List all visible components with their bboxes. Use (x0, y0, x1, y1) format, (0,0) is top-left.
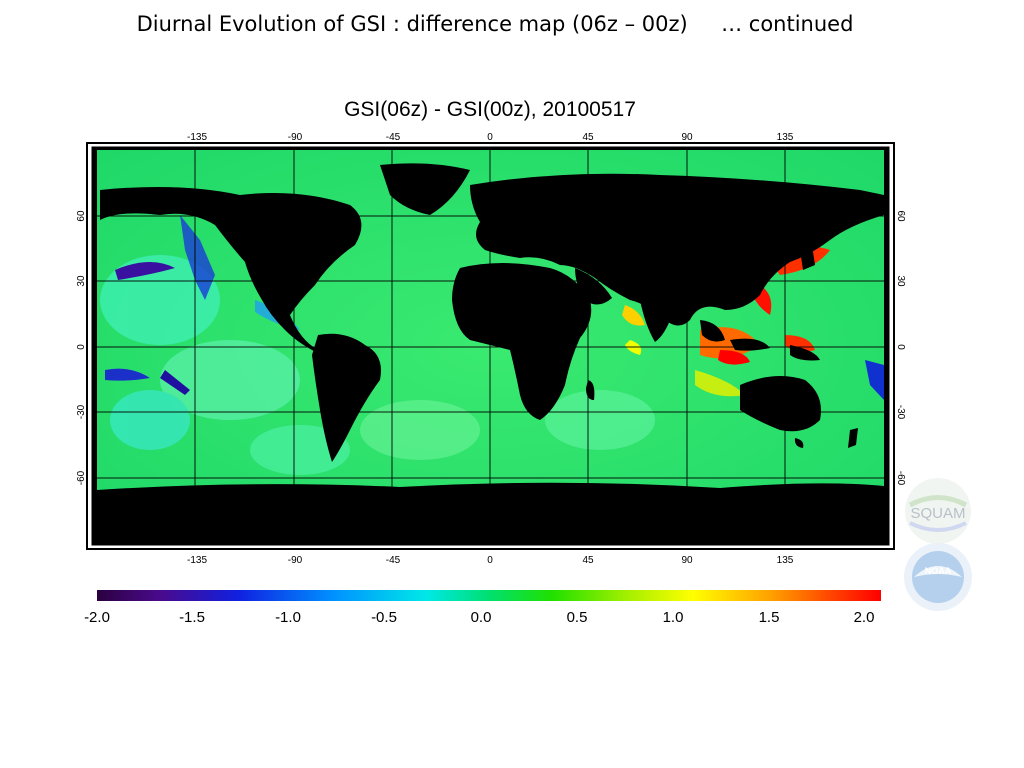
lon-tick-label: -45 (386, 555, 401, 566)
colorbar (97, 590, 881, 601)
lat-tick-label: 30 (895, 275, 906, 287)
map-title: GSI(06z) - GSI(00z), 20100517 (344, 98, 636, 121)
lon-tick-label: 90 (681, 132, 693, 143)
colorbar-label: 2.0 (854, 609, 875, 626)
lat-tick-label: 0 (895, 344, 906, 350)
lon-tick-label: -135 (187, 132, 207, 143)
lon-tick-label: -90 (288, 555, 303, 566)
lon-tick-label: 45 (582, 555, 594, 566)
lon-ticks-top: -135 -90 -45 0 45 90 135 (187, 132, 794, 143)
lat-tick-label: -60 (76, 470, 87, 485)
lat-tick-label: -60 (895, 471, 906, 486)
lon-tick-label: -135 (187, 555, 207, 566)
colorbar-label: 0.0 (471, 609, 492, 626)
lon-ticks-bottom: -135 -90 -45 0 45 90 135 (187, 555, 794, 566)
lon-tick-label: 0 (487, 555, 493, 566)
ocean-patches (100, 255, 655, 475)
lat-tick-label: 60 (76, 210, 87, 222)
colorbar-label: 0.5 (567, 609, 588, 626)
lat-tick-label: 30 (76, 275, 87, 287)
slide-title: Diurnal Evolution of GSI : difference ma… (136, 12, 854, 36)
lon-tick-label: 135 (777, 555, 794, 566)
colorbar-label: -2.0 (84, 609, 110, 626)
lon-tick-label: -90 (288, 132, 303, 143)
lat-ticks-right: 60 30 0 -30 -60 (895, 210, 906, 485)
colorbar-label: 1.5 (759, 609, 780, 626)
lon-tick-label: 90 (681, 555, 693, 566)
lat-tick-label: -30 (76, 404, 87, 419)
squam-logo-text: SQUAM (910, 505, 965, 522)
lon-tick-label: 135 (777, 132, 794, 143)
colorbar-label: 1.0 (663, 609, 684, 626)
colorbar-label: -0.5 (371, 609, 397, 626)
lon-tick-label: 45 (582, 132, 594, 143)
lat-ticks-left: 60 30 0 -30 -60 (76, 210, 87, 485)
lon-tick-label: 0 (487, 132, 493, 143)
colorbar-labels: -2.0 -1.5 -1.0 -0.5 0.0 0.5 1.0 1.5 2.0 (84, 609, 874, 626)
noaa-logo-text: NOAA (925, 566, 952, 576)
colorbar-label: -1.5 (179, 609, 205, 626)
lat-tick-label: 0 (76, 344, 87, 350)
logos: SQUAM NOAA (900, 475, 978, 615)
lat-tick-label: 60 (895, 210, 906, 222)
colorbar-label: -1.0 (275, 609, 301, 626)
lat-tick-label: -30 (895, 405, 906, 420)
lon-tick-label: -45 (386, 132, 401, 143)
graticule (97, 150, 884, 543)
